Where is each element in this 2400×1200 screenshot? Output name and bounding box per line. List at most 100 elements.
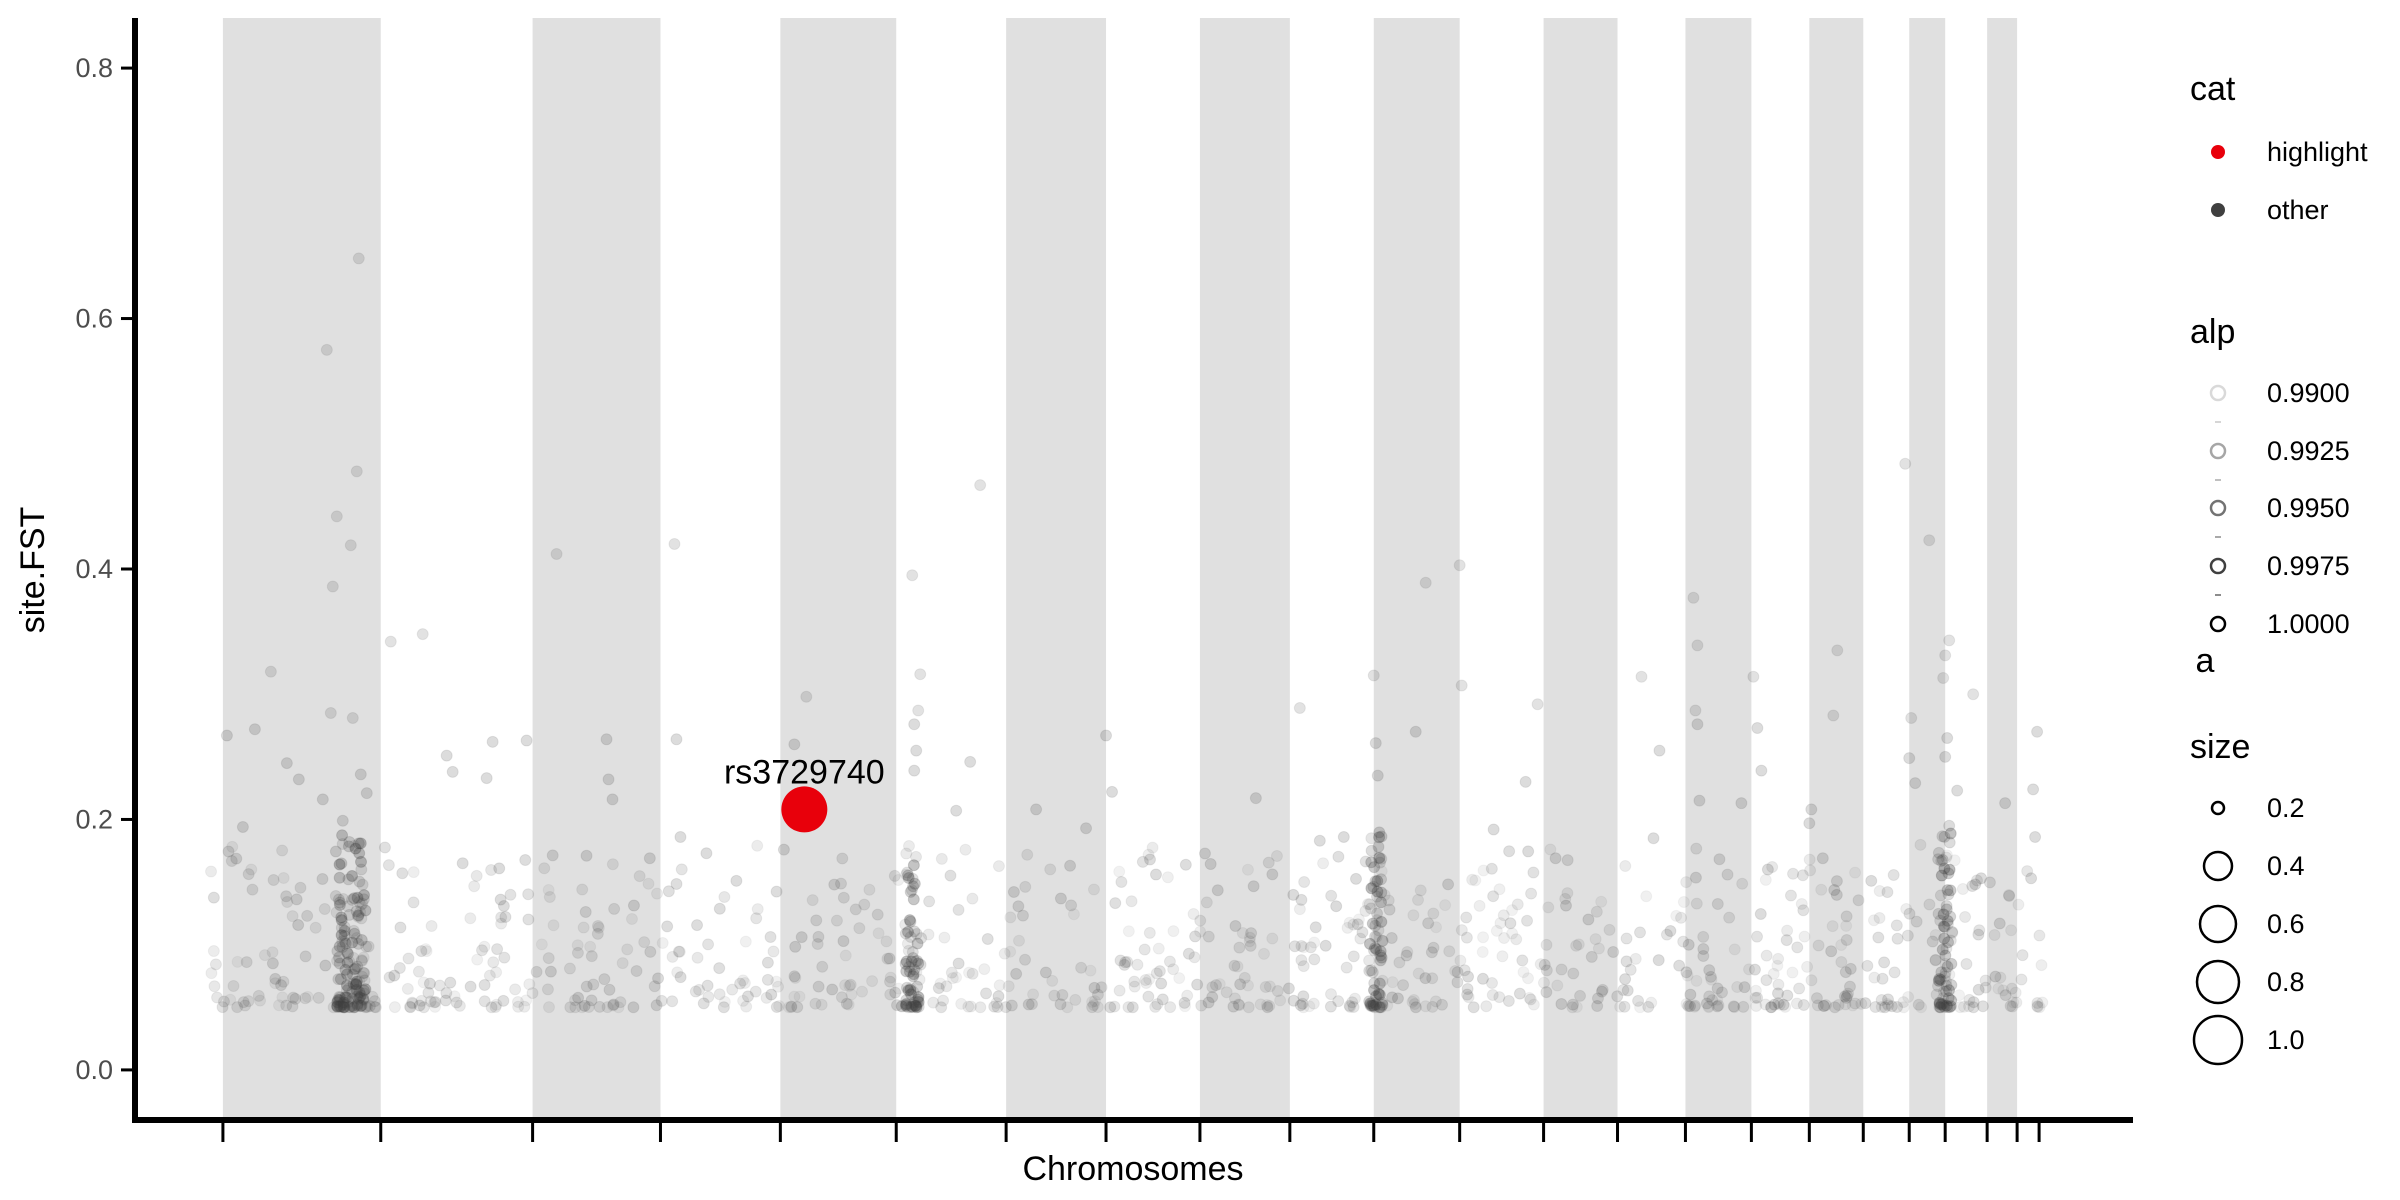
data-point bbox=[1313, 834, 1326, 847]
data-point bbox=[337, 892, 350, 905]
data-point bbox=[1910, 915, 1923, 928]
data-point bbox=[907, 985, 920, 998]
data-point bbox=[1121, 955, 1134, 968]
data-point bbox=[267, 873, 280, 886]
data-point bbox=[318, 903, 331, 916]
legend-title-size: size bbox=[2190, 728, 2250, 766]
data-point bbox=[347, 951, 360, 964]
data-point bbox=[1182, 947, 1195, 960]
data-point bbox=[1364, 999, 1377, 1012]
data-point bbox=[1369, 942, 1382, 955]
data-point bbox=[912, 991, 925, 1004]
data-point bbox=[830, 914, 843, 927]
data-point bbox=[1364, 997, 1377, 1010]
data-point bbox=[1796, 869, 1809, 882]
data-point bbox=[1937, 985, 1950, 998]
data-point bbox=[352, 252, 365, 265]
data-point bbox=[1397, 979, 1410, 992]
data-point bbox=[499, 910, 512, 923]
data-point bbox=[1621, 984, 1634, 997]
data-point bbox=[607, 999, 620, 1012]
data-point bbox=[905, 988, 918, 1001]
data-point bbox=[739, 935, 752, 948]
data-point bbox=[1337, 830, 1350, 843]
data-point bbox=[547, 919, 560, 932]
data-point bbox=[906, 569, 919, 582]
data-point bbox=[988, 1000, 1001, 1013]
data-point bbox=[1940, 849, 1953, 862]
data-point bbox=[1634, 1001, 1647, 1014]
data-point bbox=[224, 993, 237, 1006]
data-point bbox=[2005, 924, 2018, 937]
legend-key-highlight bbox=[2211, 145, 2225, 159]
data-point bbox=[346, 1000, 359, 1013]
data-point bbox=[1375, 830, 1388, 843]
data-point bbox=[651, 887, 664, 900]
data-point bbox=[907, 970, 920, 983]
data-point bbox=[934, 977, 947, 990]
data-point bbox=[420, 945, 433, 958]
data-point bbox=[1375, 951, 1388, 964]
data-point bbox=[358, 889, 371, 902]
data-point bbox=[1939, 949, 1952, 962]
data-point bbox=[793, 990, 806, 1003]
data-point bbox=[1319, 939, 1332, 952]
data-point bbox=[226, 840, 239, 853]
data-point bbox=[1940, 979, 1953, 992]
data-point bbox=[1138, 943, 1151, 956]
data-point bbox=[1561, 854, 1574, 867]
data-point bbox=[938, 931, 951, 944]
data-point bbox=[1247, 880, 1260, 893]
data-point bbox=[697, 997, 710, 1010]
data-point bbox=[316, 793, 329, 806]
data-point bbox=[413, 999, 426, 1012]
data-point bbox=[1620, 955, 1633, 968]
data-point bbox=[324, 707, 337, 720]
data-point bbox=[563, 962, 576, 975]
data-point bbox=[1632, 994, 1645, 1007]
data-point bbox=[1635, 670, 1648, 683]
y-tick-label: 0.0 bbox=[75, 1055, 113, 1085]
data-point bbox=[1486, 977, 1499, 990]
data-point bbox=[342, 873, 355, 886]
data-point bbox=[290, 893, 303, 906]
data-point bbox=[1378, 888, 1391, 901]
data-point bbox=[336, 829, 349, 842]
data-point bbox=[346, 936, 359, 949]
data-point bbox=[606, 793, 619, 806]
data-point bbox=[964, 755, 977, 768]
data-point bbox=[480, 772, 493, 785]
data-point bbox=[909, 995, 922, 1008]
data-point bbox=[1525, 887, 1538, 900]
data-point bbox=[334, 1000, 347, 1013]
data-point bbox=[1816, 852, 1829, 865]
data-point bbox=[1516, 954, 1529, 967]
data-point bbox=[1211, 884, 1224, 897]
data-point bbox=[1295, 939, 1308, 952]
data-point bbox=[348, 892, 361, 905]
data-point bbox=[1956, 882, 1969, 895]
data-point bbox=[355, 1000, 368, 1013]
data-point bbox=[359, 983, 372, 996]
data-point bbox=[1954, 1001, 1967, 1014]
data-point bbox=[903, 914, 916, 927]
data-point bbox=[1759, 873, 1772, 886]
data-point bbox=[522, 888, 535, 901]
data-point bbox=[791, 1001, 804, 1014]
data-point bbox=[1010, 967, 1023, 980]
data-point bbox=[1760, 974, 1773, 987]
data-point bbox=[1510, 933, 1523, 946]
x-axis-title: Chromosomes bbox=[1022, 1150, 1243, 1188]
data-point bbox=[401, 982, 414, 995]
data-point bbox=[577, 921, 590, 934]
data-point bbox=[718, 995, 731, 1008]
data-point bbox=[1764, 1001, 1777, 1014]
data-point bbox=[1629, 952, 1642, 965]
data-point bbox=[1406, 995, 1419, 1008]
data-point bbox=[1570, 1001, 1583, 1014]
data-point bbox=[357, 994, 370, 1007]
data-point bbox=[1566, 998, 1579, 1011]
data-point bbox=[356, 970, 369, 983]
data-point bbox=[1325, 889, 1338, 902]
data-point bbox=[1454, 954, 1467, 967]
